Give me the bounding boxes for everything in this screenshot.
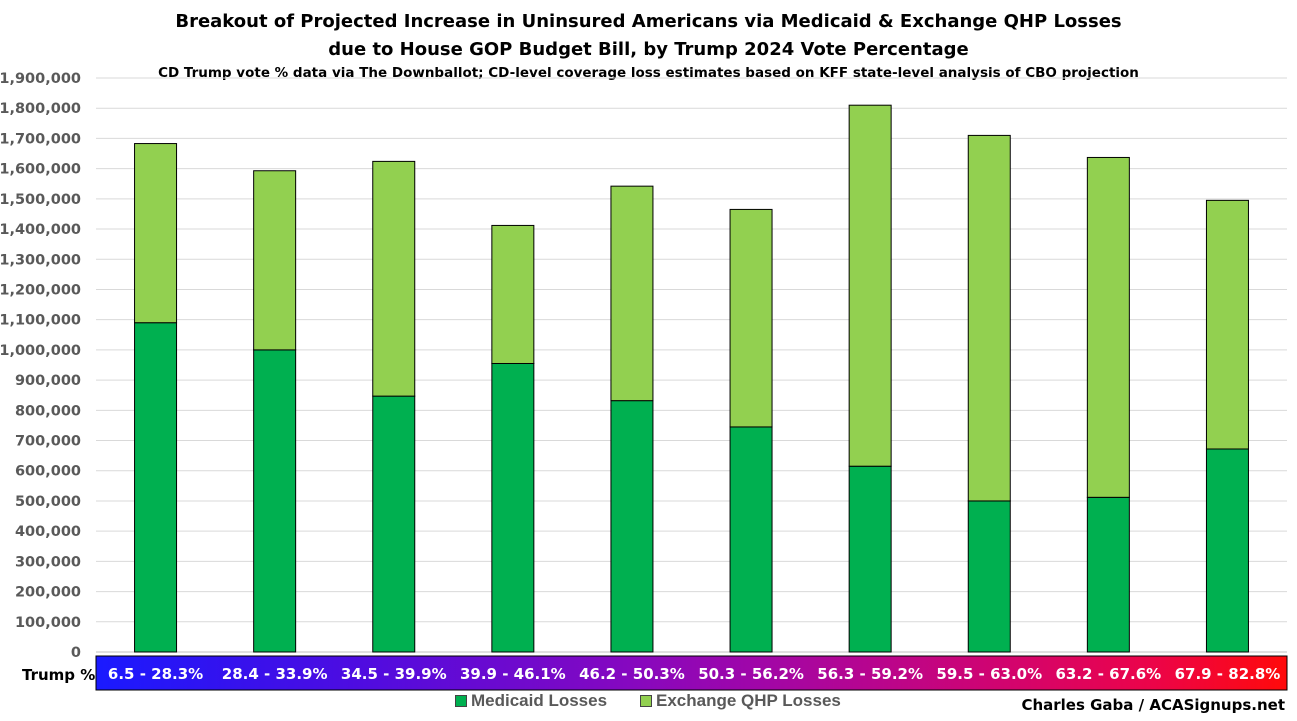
y-tick-label: 200,000 (15, 585, 81, 601)
x-tick-label: 39.9 - 46.1% (460, 665, 566, 683)
bar-medicaid (610, 400, 654, 653)
bar-exchange (1205, 199, 1249, 450)
y-tick-label: 0 (71, 645, 81, 661)
bar-medicaid (134, 322, 178, 653)
x-tick-label: 28.4 - 33.9% (222, 665, 328, 683)
chart-title-line2: due to House GOP Budget Bill, by Trump 2… (328, 39, 969, 60)
legend-swatch-medicaid (455, 695, 467, 707)
chart-subtitle: CD Trump vote % data via The Downballot;… (158, 65, 1139, 81)
y-tick-label: 1,800,000 (0, 101, 81, 117)
bar-medicaid (372, 395, 416, 653)
bar-exchange (1086, 156, 1130, 498)
x-tick-label: 67.9 - 82.8% (1175, 665, 1281, 683)
bar-exchange (372, 160, 416, 397)
y-tick-label: 400,000 (15, 524, 81, 540)
bar-medicaid (1086, 496, 1130, 653)
y-tick-label: 1,000,000 (0, 343, 81, 359)
bar-medicaid (491, 362, 535, 653)
category-band (95, 655, 1288, 691)
bar-medicaid (967, 500, 1011, 653)
chart-title: Breakout of Projected Increase in Uninsu… (175, 11, 1122, 32)
x-tick-label: 34.5 - 39.9% (341, 665, 447, 683)
bar-exchange (967, 134, 1011, 502)
y-tick-label: 900,000 (15, 373, 81, 389)
y-tick-label: 1,400,000 (0, 222, 81, 238)
y-tick-label: 1,700,000 (0, 131, 81, 147)
y-tick-label: 1,300,000 (0, 252, 81, 268)
legend-item-medicaid: Medicaid Losses (455, 691, 607, 711)
y-tick-label: 1,500,000 (0, 192, 81, 208)
y-tick-label: 1,200,000 (0, 282, 81, 298)
y-tick-label: 800,000 (15, 403, 81, 419)
y-tick-label: 700,000 (15, 434, 81, 450)
bar-exchange (491, 224, 535, 364)
y-tick-label: 600,000 (15, 464, 81, 480)
bar-medicaid (729, 426, 773, 653)
bar-exchange (610, 185, 654, 402)
y-tick-label: 1,600,000 (0, 162, 81, 178)
y-tick-label: 500,000 (15, 494, 81, 510)
legend-label-exchange: Exchange QHP Losses (656, 691, 841, 710)
x-axis-label: Trump % (22, 666, 96, 684)
bar-medicaid (848, 465, 892, 653)
legend-item-exchange: Exchange QHP Losses (640, 691, 841, 711)
x-tick-label: 63.2 - 67.6% (1055, 665, 1161, 683)
bar-exchange (253, 170, 297, 351)
x-tick-label: 6.5 - 28.3% (108, 665, 203, 683)
x-tick-label: 46.2 - 50.3% (579, 665, 685, 683)
y-tick-label: 1,100,000 (0, 313, 81, 329)
y-tick-label: 300,000 (15, 554, 81, 570)
x-tick-label: 50.3 - 56.2% (698, 665, 804, 683)
bar-medicaid (1205, 448, 1249, 653)
chart-credit: Charles Gaba / ACASignups.net (1021, 696, 1285, 714)
y-tick-label: 100,000 (15, 615, 81, 631)
bar-medicaid (253, 349, 297, 653)
legend-swatch-exchange (640, 695, 652, 707)
x-tick-label: 56.3 - 59.2% (817, 665, 923, 683)
legend-label-medicaid: Medicaid Losses (471, 691, 608, 710)
bar-exchange (729, 208, 773, 428)
bar-exchange (134, 143, 178, 324)
x-tick-label: 59.5 - 63.0% (936, 665, 1042, 683)
bar-exchange (848, 104, 892, 467)
y-tick-label: 1,900,000 (0, 71, 81, 87)
